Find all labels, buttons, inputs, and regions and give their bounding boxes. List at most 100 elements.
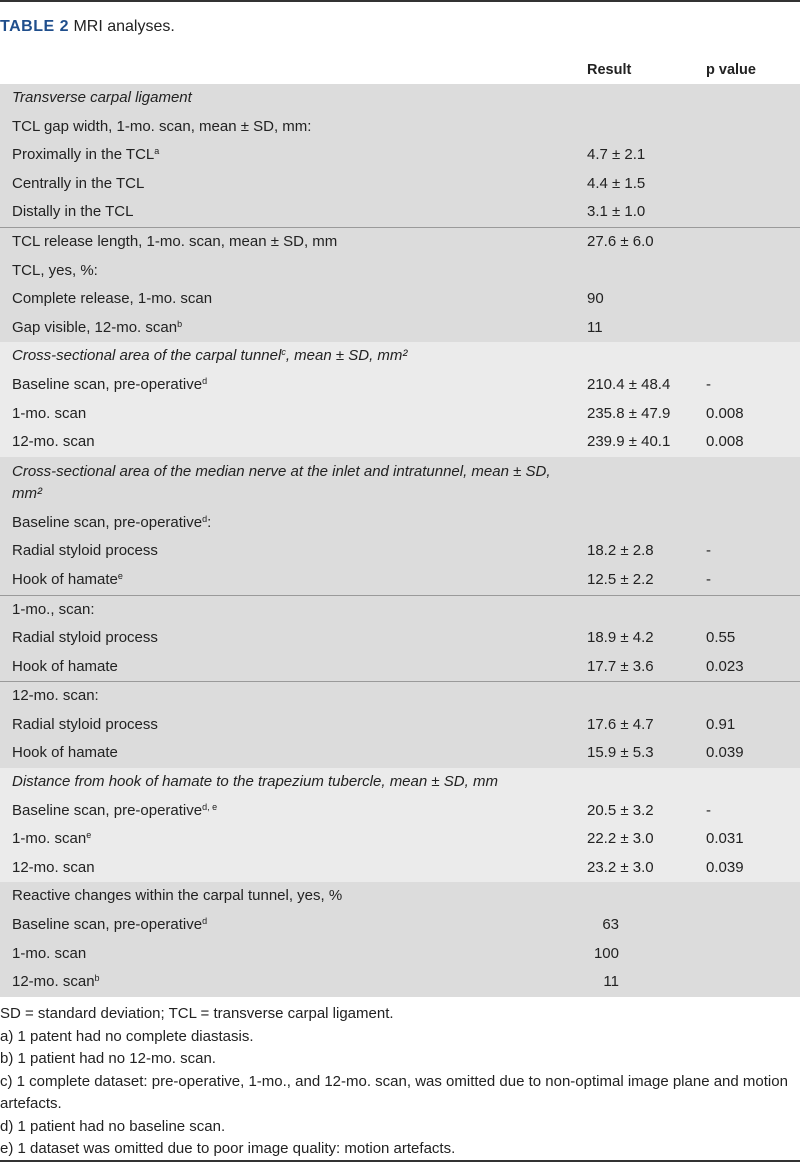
row-label-text: Reactive changes within the carpal tunne… <box>12 887 343 905</box>
row-label-text: Complete release, 1-mo. scan <box>12 290 213 308</box>
row-label: 1-mo. scane <box>12 825 552 854</box>
table-row: 12-mo. scan: <box>0 681 800 711</box>
table-section: Distance from hook of hamate to the trap… <box>0 768 800 883</box>
row-label: Baseline scan, pre-operatived, e <box>12 797 552 826</box>
result-cell: 20.5 ± 3.2 <box>587 801 654 819</box>
footnote-marker: d <box>202 916 208 927</box>
table-row: Radial styloid process 18.2 ± 2.8 - <box>0 537 800 566</box>
table-title: MRI analyses. <box>73 18 175 35</box>
table-row: 1-mo., scan: <box>0 594 800 625</box>
table-section: Transverse carpal ligament TCL gap width,… <box>0 84 800 343</box>
row-label-text: 12-mo. scan <box>12 433 95 451</box>
row-label: TCL release length, 1-mo. scan, mean ± S… <box>12 228 552 257</box>
row-label: Transverse carpal ligament <box>12 84 552 113</box>
result-cell: 100 <box>593 944 619 962</box>
footnote: e) 1 dataset was omitted due to poor ima… <box>0 1140 456 1157</box>
row-label-text: 1-mo., scan: <box>12 600 95 618</box>
footnote-marker: b <box>177 318 183 329</box>
row-label: Hook of hamate <box>12 653 552 682</box>
footnote: b) 1 patient had no 12-mo. scan. <box>0 1050 216 1067</box>
table-row: TCL, yes, %: <box>0 257 800 286</box>
table-row: Distally in the TCL 3.1 ± 1.0 <box>0 198 800 227</box>
table-caption: TABLE 2 MRI analyses. <box>0 18 175 36</box>
row-label: Radial styloid process <box>12 711 552 740</box>
row-label: Radial styloid process <box>12 624 552 653</box>
result-cell: 63 <box>602 916 619 934</box>
table-section: Reactive changes within the carpal tunne… <box>0 882 800 997</box>
row-label-text: Baseline scan, pre-operative <box>12 801 203 819</box>
row-label-text: Centrally in the TCL <box>12 174 145 192</box>
result-cell: 4.4 ± 1.5 <box>587 174 646 192</box>
row-label-text: Baseline scan, pre-operative <box>12 375 203 393</box>
footnote: a) 1 patent had no complete diastasis. <box>0 1027 254 1045</box>
bottom-rule <box>0 1160 800 1162</box>
row-label: Baseline scan, pre-operatived: <box>12 509 552 538</box>
row-label-text: TCL gap width, 1-mo. scan, mean ± SD, mm… <box>12 117 312 135</box>
result-cell: 4.7 ± 2.1 <box>587 146 646 164</box>
row-label: 12-mo. scan: <box>12 682 552 711</box>
row-label: 12-mo. scan <box>12 854 552 883</box>
table-row: Proximally in the TCLa 4.7 ± 2.1 <box>0 141 800 170</box>
top-rule <box>0 0 800 2</box>
row-label: TCL, yes, %: <box>12 257 552 286</box>
result-cell: 90 <box>587 290 604 308</box>
table-row: Transverse carpal ligament <box>0 84 800 113</box>
p-value-cell: 0.008 <box>706 404 744 422</box>
result-cell: 12.5 ± 2.2 <box>587 570 654 588</box>
row-label: Radial styloid process <box>12 537 552 566</box>
row-label-suffix: : <box>207 513 212 531</box>
row-label: 12-mo. scan <box>12 428 552 457</box>
table-label: TABLE 2 <box>0 18 69 35</box>
footnote: d) 1 patient had no baseline scan. <box>0 1117 226 1135</box>
row-label-text: Radial styloid process <box>12 629 158 647</box>
row-label: Gap visible, 12-mo. scanb <box>12 314 552 343</box>
result-cell: 17.7 ± 3.6 <box>587 657 654 675</box>
column-header-result: Result <box>587 62 632 78</box>
row-label-text: Baseline scan, pre-operative <box>12 513 203 531</box>
row-label-text: 12-mo. scan <box>12 973 95 991</box>
row-label-text: TCL release length, 1-mo. scan, mean ± S… <box>12 232 338 250</box>
p-value-cell: 0.023 <box>706 657 744 675</box>
row-label-text: 1-mo. scan <box>12 944 87 962</box>
result-cell: 235.8 ± 47.9 <box>587 404 671 422</box>
row-label: Distally in the TCL <box>12 198 552 227</box>
column-header-p-value: p value <box>706 62 756 78</box>
row-label: Cross-sectional area of the carpal tunne… <box>12 342 552 371</box>
row-label-text: Radial styloid process <box>12 715 158 733</box>
row-label-text: Hook of hamate <box>12 744 118 762</box>
footnote-marker: e <box>86 830 92 841</box>
table-row: Hook of hamate 15.9 ± 5.3 0.039 <box>0 739 800 768</box>
table-row: 1-mo. scan 235.8 ± 47.9 0.008 <box>0 400 800 429</box>
row-label-text: 1-mo. scan <box>12 404 87 422</box>
footnote-marker: d <box>202 513 208 524</box>
row-label-text: Transverse carpal ligament <box>12 89 192 106</box>
result-cell: 27.6 ± 6.0 <box>587 232 654 250</box>
footnote-marker: c <box>281 347 286 358</box>
table-row: Complete release, 1-mo. scan 90 <box>0 285 800 314</box>
result-cell: 210.4 ± 48.4 <box>587 375 671 393</box>
row-label: Reactive changes within the carpal tunne… <box>12 882 552 911</box>
table-row: Cross-sectional area of the median nerve… <box>0 457 800 509</box>
p-value-cell: - <box>706 375 711 393</box>
footnotes: SD = standard deviation; TCL = transvers… <box>0 1003 800 1161</box>
result-cell: 18.9 ± 4.2 <box>587 629 654 647</box>
table-row: 1-mo. scan 100 <box>0 940 800 969</box>
table-row: Baseline scan, pre-operatived 63 <box>0 911 800 940</box>
row-label: Baseline scan, pre-operatived <box>12 911 552 940</box>
footnote-marker: e <box>117 570 123 581</box>
table-row: Cross-sectional area of the carpal tunne… <box>0 342 800 371</box>
row-label: Proximally in the TCLa <box>12 141 552 170</box>
row-label-text: Baseline scan, pre-operative <box>12 916 203 934</box>
table-row: 12-mo. scan 23.2 ± 3.0 0.039 <box>0 854 800 883</box>
table-row: Hook of hamatee 12.5 ± 2.2 - <box>0 566 800 595</box>
p-value-cell: - <box>706 801 711 819</box>
row-label: 1-mo., scan: <box>12 596 552 625</box>
row-label-text: Hook of hamate <box>12 570 118 588</box>
row-label-text: Hook of hamate <box>12 657 118 675</box>
table-row: Radial styloid process 18.9 ± 4.2 0.55 <box>0 624 800 653</box>
table-row: Radial styloid process 17.6 ± 4.7 0.91 <box>0 711 800 740</box>
row-label-text: Radial styloid process <box>12 542 158 560</box>
p-value-cell: 0.55 <box>706 629 736 647</box>
table-row: TCL gap width, 1-mo. scan, mean ± SD, mm… <box>0 113 800 142</box>
footnote-marker: a <box>154 146 160 157</box>
